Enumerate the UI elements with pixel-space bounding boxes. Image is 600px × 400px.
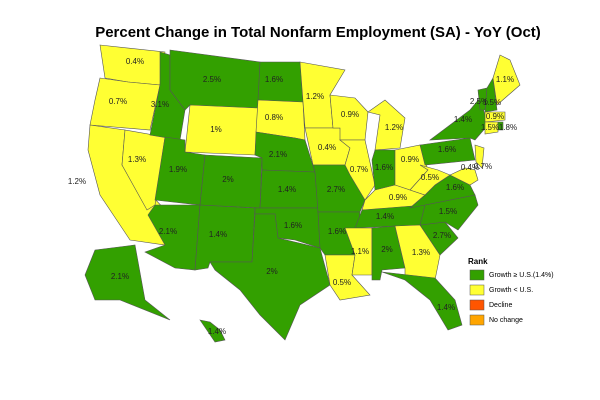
state-label: 2.5% — [203, 75, 221, 84]
legend-title: Rank — [468, 257, 488, 266]
state-label: 0.4% — [126, 57, 144, 66]
state-label: 1.8% — [499, 123, 517, 132]
state-label: 1.6% — [284, 221, 302, 230]
state-label: 1.2% — [385, 123, 403, 132]
state-label: 0.7% — [474, 162, 492, 171]
state-label: 1.6% — [265, 75, 283, 84]
state-label: 0.8% — [265, 113, 283, 122]
state-label: 1.9% — [169, 165, 187, 174]
state — [381, 271, 463, 331]
states — [84, 44, 521, 343]
legend-swatch — [469, 314, 485, 326]
map-title: Percent Change in Total Nonfarm Employme… — [95, 24, 541, 41]
state-label: 1.6% — [446, 183, 464, 192]
state-label: 0.5% — [333, 278, 351, 287]
state-label: 1.2% — [68, 177, 86, 186]
state-label: 0.7% — [350, 165, 368, 174]
state-label: 1.4% — [209, 230, 227, 239]
legend-label: Growth ≥ U.S.(1.4%) — [489, 272, 554, 279]
state-label: 1.1% — [351, 247, 369, 256]
state-label: 1.5% — [483, 98, 501, 107]
state-label: 0.9% — [341, 110, 359, 119]
state-label: 1.4% — [376, 212, 394, 221]
state-label: 1.5% — [439, 207, 457, 216]
legend-label: No change — [489, 317, 523, 324]
state-label: 2% — [381, 245, 393, 254]
state-label: 0.9% — [486, 112, 504, 121]
labels: 0.4%0.7%1.2%1.3%3.1%2.5%1%1.9%2%2.1% 1.4%… — [68, 57, 517, 336]
state-label: 0.9% — [401, 155, 419, 164]
state-label: 1.4% — [437, 303, 455, 312]
state-label: 0.5% — [421, 173, 439, 182]
state-label: 2.7% — [433, 231, 451, 240]
state-label: 1.1% — [496, 75, 514, 84]
legend: Rank Growth ≥ U.S.(1.4%) Growth < U.S. Dec… — [468, 257, 554, 326]
state-label: 0.4% — [318, 143, 336, 152]
legend-swatch — [469, 299, 485, 311]
state-label: 2.7% — [327, 185, 345, 194]
state-label: 0.7% — [109, 97, 127, 106]
state-label: 1.4% — [208, 327, 226, 336]
state — [429, 97, 489, 141]
state-label: 2% — [266, 267, 278, 276]
state — [84, 244, 171, 321]
legend-label: Growth < U.S. — [489, 287, 533, 294]
state — [367, 99, 406, 151]
state-label: 0.4% — [461, 163, 479, 172]
state-label: 1.5% — [481, 123, 499, 132]
state — [419, 137, 476, 166]
state — [484, 111, 506, 123]
state-label: 1.4% — [454, 115, 472, 124]
state — [89, 77, 161, 131]
legend-label: Decline — [489, 302, 512, 309]
state-label: 3.1% — [151, 100, 169, 109]
state — [209, 213, 331, 341]
state — [199, 319, 226, 343]
state-label: 1.6% — [328, 227, 346, 236]
state-label: 1.6% — [438, 145, 456, 154]
state-label: 2.5% — [470, 97, 488, 106]
state-label: 2.1% — [111, 272, 129, 281]
state-label: 0.9% — [389, 193, 407, 202]
state-label: 1% — [210, 125, 222, 134]
state-label: 1.6% — [375, 163, 393, 172]
state — [492, 54, 521, 106]
state — [484, 121, 499, 135]
state — [474, 144, 485, 169]
legend-swatch — [469, 284, 485, 296]
state — [449, 167, 479, 186]
state-label: 2% — [222, 175, 234, 184]
state — [344, 227, 373, 276]
state — [339, 139, 376, 201]
state-label: 2.1% — [269, 150, 287, 159]
state-label: 1.3% — [128, 155, 146, 164]
legend-swatch — [469, 269, 485, 281]
state-label: 1.4% — [278, 185, 296, 194]
state — [497, 121, 504, 131]
state-label: 1.3% — [412, 248, 430, 257]
state-label: 1.2% — [306, 92, 324, 101]
state — [409, 164, 451, 196]
state-label: 2.1% — [159, 227, 177, 236]
